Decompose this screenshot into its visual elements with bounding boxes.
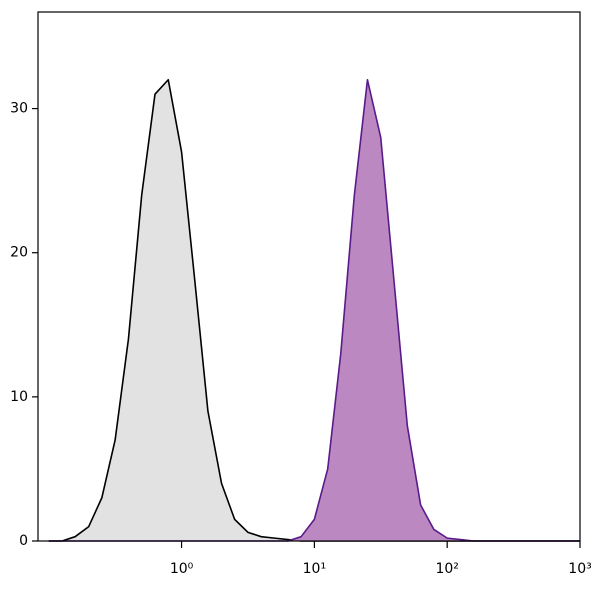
histogram xyxy=(48,78,580,542)
x-tick-label: 10² xyxy=(435,561,458,577)
x-tick-label: 10⁰ xyxy=(170,561,194,577)
y-tick-label: 30 xyxy=(10,101,28,117)
y-tick-label: 20 xyxy=(10,245,28,261)
y-tick-label: 10 xyxy=(10,389,28,405)
x-tick-label: 10¹ xyxy=(303,561,326,577)
x-tick-label: 10³ xyxy=(568,561,591,577)
y-tick-label: 0 xyxy=(19,533,28,549)
plot-frame xyxy=(37,11,581,542)
